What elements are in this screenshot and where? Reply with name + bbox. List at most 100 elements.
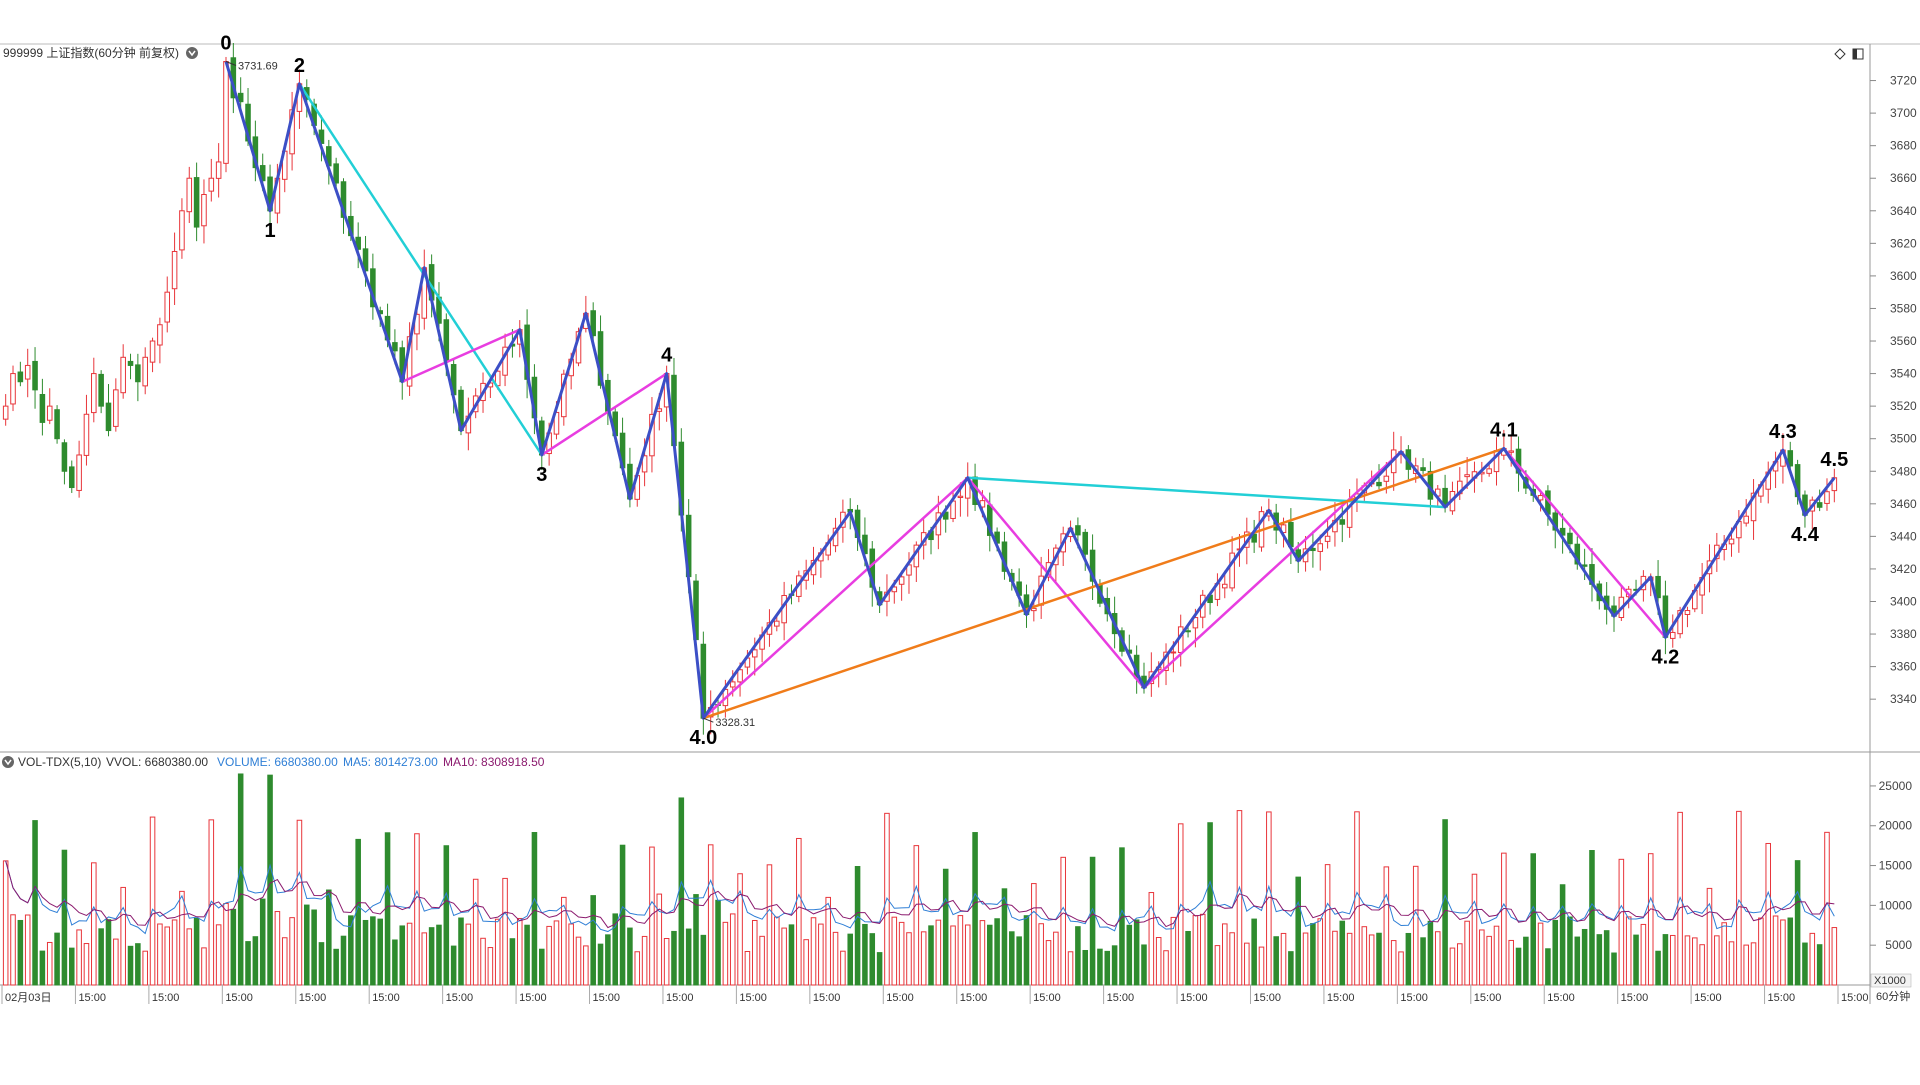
volume-bar: [1001, 888, 1008, 986]
volume-bar: [627, 927, 633, 986]
price-tick-label: 3400: [1890, 594, 1917, 608]
volume-bar: [1229, 932, 1235, 986]
magenta-trend-line: [966, 476, 1145, 689]
volume-bar: [1625, 916, 1632, 986]
time-tick-label: 15:00: [519, 992, 547, 1004]
price-tick-label: 3340: [1890, 692, 1917, 706]
volume-bar: [157, 923, 163, 986]
volume-bar: [1574, 936, 1581, 986]
ma10-line: [5, 860, 1835, 929]
candle-body: [1486, 468, 1492, 474]
volume-bar: [1721, 922, 1727, 986]
volume-bar: [39, 950, 46, 986]
volume-bar: [68, 947, 75, 986]
volume-bar: [568, 923, 574, 986]
volume-bar: [76, 929, 82, 986]
candle-body: [171, 250, 178, 290]
price-tick-label: 3360: [1890, 660, 1917, 674]
volume-bar: [399, 925, 406, 986]
candle-body: [1082, 531, 1089, 555]
candle-body: [1567, 532, 1573, 545]
candle-body: [2, 405, 9, 420]
candle-body: [39, 393, 46, 423]
volume-bar: [832, 931, 839, 986]
candle-body: [10, 373, 16, 405]
volume-bar: [1089, 856, 1096, 986]
price-tick-label: 3460: [1890, 497, 1917, 511]
candle-body: [1684, 610, 1691, 616]
price-annotation-pointer: [703, 717, 714, 723]
candle-body: [98, 373, 104, 407]
volume-bar: [737, 873, 743, 986]
volume-bar: [634, 951, 641, 986]
volume-tick-label: 15000: [1879, 859, 1913, 873]
candle-body: [1420, 467, 1426, 471]
volume-bar: [1559, 884, 1566, 986]
candle-body: [127, 360, 134, 366]
volume-bar: [1104, 950, 1111, 986]
wave-label-4: 4: [661, 345, 673, 367]
volume-bar: [120, 886, 126, 986]
volume-bar: [348, 915, 354, 986]
chart-title: 999999 上证指数(60分钟 前复权): [3, 45, 179, 60]
vol-unit-label: X1000: [1874, 975, 1906, 987]
candle-body: [1383, 475, 1390, 482]
volume-bar: [1669, 934, 1676, 986]
time-tick-label: 15:00: [1107, 992, 1135, 1004]
ma5-line: [5, 860, 1835, 935]
volume-bar: [840, 950, 846, 986]
wave-label-1: 1: [264, 220, 275, 242]
candle-body: [68, 466, 75, 489]
volume-tick-label: 25000: [1879, 779, 1913, 793]
volume-bar: [1192, 915, 1199, 986]
volume-bar: [458, 917, 464, 986]
candle-body: [774, 620, 780, 627]
volume-bar: [986, 924, 993, 986]
time-tick-label: 15:00: [372, 992, 400, 1004]
volume-bar: [1515, 947, 1522, 986]
candle-body: [157, 324, 163, 346]
candle-body: [1743, 515, 1749, 524]
volume-bar: [1501, 852, 1507, 986]
candle-body: [54, 409, 60, 440]
volume-bar: [715, 899, 721, 986]
title-dropdown-icon[interactable]: [186, 47, 198, 59]
volume-bar: [1750, 942, 1757, 986]
price-tick-label: 3720: [1890, 74, 1917, 88]
volume-bar: [663, 938, 670, 986]
volume-bar: [230, 908, 237, 986]
time-tick-label: 15:00: [960, 992, 988, 1004]
volume-bar: [1016, 936, 1022, 986]
candle-body: [113, 389, 119, 427]
volume-bar: [1060, 856, 1066, 986]
volume-bar: [590, 895, 596, 986]
time-tick-label: 15:00: [1033, 992, 1061, 1004]
volume-bar: [920, 931, 927, 986]
volume-bar: [685, 928, 692, 986]
wave-label-2: 2: [294, 55, 305, 77]
volume-bar: [1097, 948, 1103, 986]
volume-bar: [370, 916, 376, 986]
diamond-icon[interactable]: [1834, 48, 1846, 60]
volume-bar: [311, 909, 317, 986]
volume-bar: [296, 819, 303, 986]
price-annotation-label: 3731.69: [238, 61, 278, 73]
volume-bar: [964, 924, 971, 986]
vol-dropdown-icon[interactable]: [2, 756, 14, 768]
volume-bar: [876, 952, 883, 986]
volume-bar: [1383, 866, 1390, 986]
volume-bar: [1824, 831, 1830, 986]
candle-body: [32, 360, 38, 391]
volume-bar: [1398, 951, 1404, 986]
volume-bar: [1310, 923, 1316, 986]
volume-bar: [1596, 934, 1603, 986]
volume-bar: [443, 845, 450, 986]
price-panel-header: 999999 上证指数(60分钟 前复权): [3, 45, 198, 60]
volume-bar: [1317, 918, 1324, 986]
volume-bar: [2, 860, 9, 986]
volume-bar: [259, 898, 266, 986]
volume-bar: [421, 932, 428, 986]
volume-bar: [1816, 944, 1823, 986]
volume-bar: [1214, 945, 1221, 986]
